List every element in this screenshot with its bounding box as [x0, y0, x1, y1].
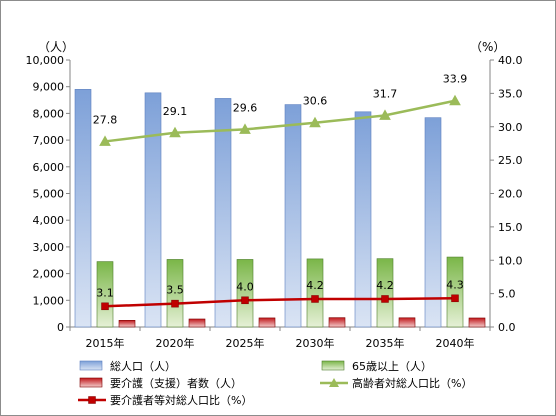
- legend-label: 要介護者等対総人口比（%）: [110, 393, 252, 407]
- legend-swatch: [321, 360, 345, 371]
- legend-marker: [88, 396, 96, 404]
- elderly-ratio-marker: [309, 116, 321, 128]
- elderly-ratio-marker: [239, 123, 251, 134]
- left-tick-label: 0: [57, 321, 64, 334]
- elderly-ratio-marker: [99, 135, 111, 146]
- legend-label: 総人口（人）: [110, 359, 176, 373]
- total-population-bar: [424, 117, 442, 328]
- elderly-ratio-data-label: 27.8: [93, 113, 118, 126]
- right-tick-label: 0.0: [498, 321, 516, 334]
- x-tick-label: 2035年: [366, 336, 405, 350]
- care-ratio-data-label: 4.2: [376, 279, 394, 292]
- total-population-bar: [354, 111, 372, 328]
- care-ratio-marker: [381, 295, 389, 303]
- care-recipients-bar: [328, 317, 346, 328]
- elderly-ratio-data-label: 33.9: [443, 73, 468, 86]
- care-ratio-data-label: 3.1: [96, 286, 114, 299]
- left-axis-unit: （人）: [38, 40, 74, 54]
- care-ratio-data-label: 4.0: [236, 280, 254, 293]
- left-tick-label: 2,000: [33, 268, 65, 281]
- right-tick-label: 25.0: [498, 154, 523, 167]
- right-tick-label: 10.0: [498, 254, 523, 267]
- elderly-ratio-marker: [449, 94, 461, 106]
- care-ratio-data-label: 4.3: [446, 278, 464, 291]
- care-ratio-line: [104, 297, 456, 308]
- elderly-ratio-marker: [379, 109, 391, 120]
- elderly-ratio-data-label: 29.1: [163, 105, 188, 118]
- x-tick-label: 2040年: [436, 336, 475, 350]
- elderly-ratio-data-label: 30.6: [303, 95, 328, 108]
- legend-label: 65歳以上（人）: [352, 360, 432, 373]
- care-recipients-bar: [258, 317, 276, 328]
- legend-swatch: [79, 360, 103, 371]
- right-tick-label: 40.0: [498, 54, 523, 67]
- legend-marker: [329, 378, 339, 387]
- total-population-bar: [214, 98, 232, 328]
- over-65-bar: [166, 259, 184, 328]
- care-ratio-data-label: 3.5: [166, 284, 184, 297]
- legend-swatch: [79, 377, 103, 388]
- over-65-bar: [376, 258, 394, 328]
- legend-label: 要介護（支援）者数（人）: [110, 376, 242, 390]
- over-65-bar: [446, 256, 464, 328]
- elderly-ratio-data-label: 29.6: [233, 101, 258, 114]
- over-65-bar: [236, 259, 254, 328]
- care-recipients-bar: [118, 320, 136, 328]
- left-tick-label: 7,000: [33, 134, 65, 147]
- right-tick-label: 15.0: [498, 221, 523, 234]
- right-tick-label: 20.0: [498, 188, 523, 201]
- legend-label: 高齢者対総人口比（%）: [352, 376, 472, 390]
- elderly-ratio-line: [104, 99, 456, 143]
- x-tick-label: 2015年: [86, 336, 125, 350]
- right-axis-unit: （%）: [470, 40, 505, 54]
- elderly-ratio-marker: [169, 126, 181, 138]
- care-ratio-marker: [101, 302, 109, 311]
- care-ratio-marker: [171, 299, 179, 308]
- left-tick-label: 1,000: [33, 294, 65, 307]
- total-population-bar: [284, 104, 302, 328]
- left-tick-label: 6,000: [33, 161, 65, 174]
- left-tick-label: 10,000: [26, 54, 65, 67]
- total-population-bar: [74, 89, 92, 328]
- right-tick-label: 5.0: [498, 288, 516, 301]
- care-ratio-marker: [451, 294, 459, 303]
- x-tick-label: 2020年: [156, 336, 195, 350]
- left-tick-label: 3,000: [33, 241, 65, 254]
- care-ratio-marker: [311, 295, 319, 303]
- x-tick-label: 2030年: [296, 336, 335, 350]
- x-tick-label: 2025年: [226, 336, 265, 350]
- elderly-ratio-data-label: 31.7: [373, 87, 398, 100]
- care-recipients-bar: [468, 317, 486, 328]
- left-tick-label: 8,000: [33, 107, 65, 120]
- care-recipients-bar: [188, 318, 206, 328]
- left-tick-label: 9,000: [33, 81, 65, 94]
- right-tick-label: 30.0: [498, 121, 523, 134]
- right-tick-label: 35.0: [498, 87, 523, 100]
- care-ratio-data-label: 4.2: [306, 279, 324, 292]
- over-65-bar: [306, 258, 324, 328]
- left-tick-label: 5,000: [33, 188, 65, 201]
- over-65-bar: [96, 261, 114, 328]
- care-ratio-marker: [241, 296, 249, 305]
- left-tick-label: 4,000: [33, 214, 65, 227]
- total-population-bar: [144, 92, 162, 328]
- care-recipients-bar: [398, 317, 416, 328]
